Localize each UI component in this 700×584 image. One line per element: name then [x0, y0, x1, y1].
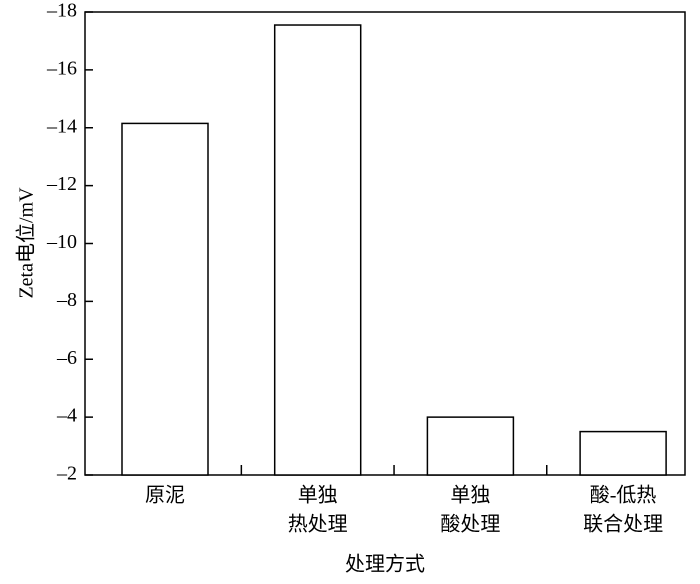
x-tick-label: 热处理 [288, 513, 348, 536]
x-tick-label: 单独 [450, 484, 490, 507]
bar [579, 430, 667, 476]
y-tick-label: –6 [56, 347, 77, 369]
x-tick-label: 酸-低热 [590, 484, 657, 507]
x-tick-label: 联合处理 [583, 513, 663, 536]
y-tick-label: –18 [46, 0, 77, 22]
y-tick-label: –14 [46, 115, 77, 137]
y-tick-label: –16 [46, 57, 77, 79]
bar [426, 416, 515, 476]
y-axis-label: Zeta电位/mV [15, 187, 38, 299]
x-tick-label: 单独 [298, 484, 338, 507]
y-tick-label: –10 [46, 231, 77, 253]
bar [121, 122, 209, 476]
bar [273, 24, 362, 476]
x-tick-label: 原泥 [145, 484, 185, 507]
y-tick-label: –8 [56, 289, 77, 311]
x-axis-label: 处理方式 [345, 553, 425, 576]
x-tick-label: 酸处理 [440, 513, 500, 536]
y-tick-label: –12 [46, 173, 77, 195]
y-tick-label: –2 [56, 463, 77, 485]
y-tick-label: –4 [56, 405, 77, 427]
